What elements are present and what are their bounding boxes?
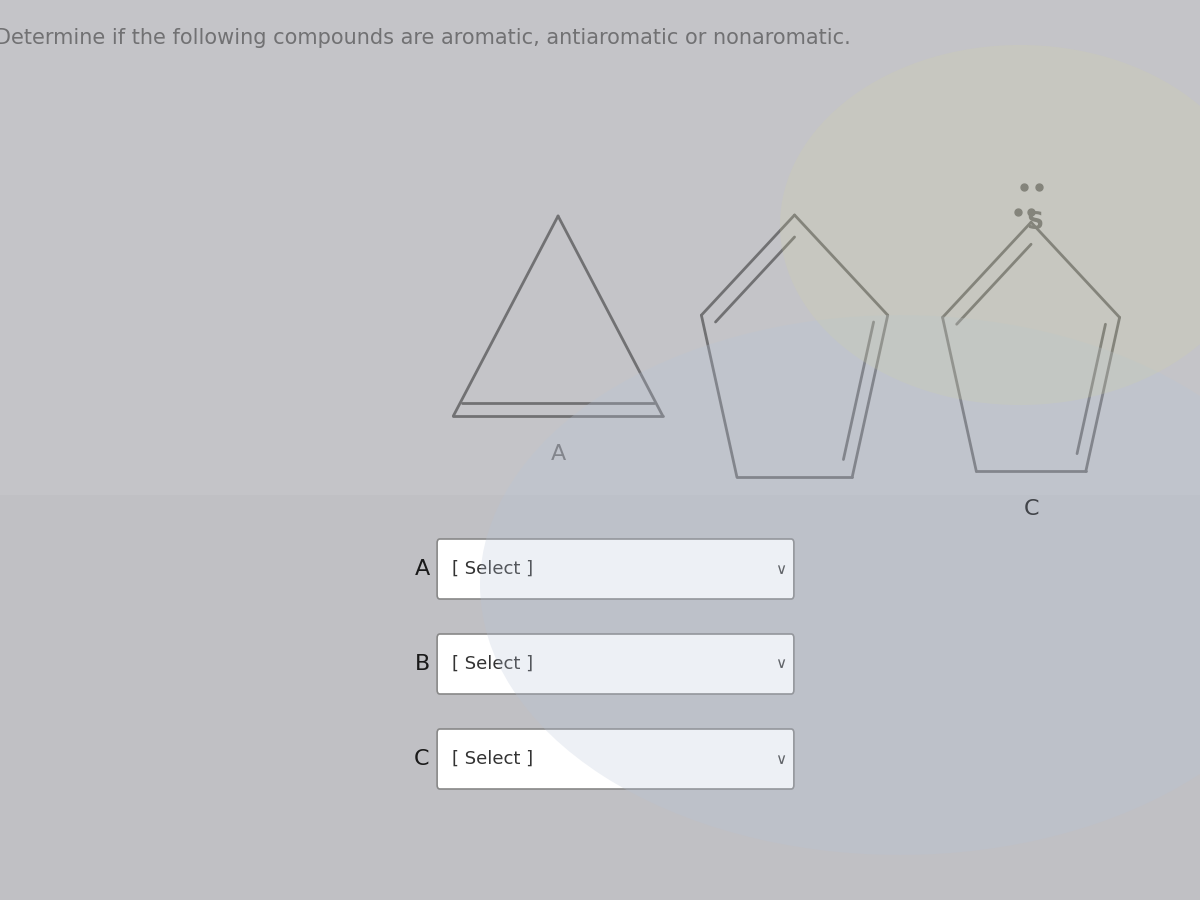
- Text: ∨: ∨: [775, 562, 787, 577]
- Text: B: B: [414, 654, 430, 674]
- Text: ∨: ∨: [775, 752, 787, 767]
- Text: ∨: ∨: [775, 656, 787, 671]
- Text: C: C: [1024, 500, 1039, 519]
- FancyBboxPatch shape: [437, 539, 794, 599]
- FancyBboxPatch shape: [437, 634, 794, 694]
- Text: [ Select ]: [ Select ]: [452, 560, 533, 578]
- Text: [ Select ]: [ Select ]: [452, 750, 533, 768]
- Text: S: S: [1026, 211, 1043, 234]
- Text: A: A: [414, 559, 430, 579]
- Text: C: C: [414, 749, 430, 769]
- Text: Determine if the following compounds are aromatic, antiaromatic or nonaromatic.: Determine if the following compounds are…: [0, 28, 851, 48]
- Text: [ Select ]: [ Select ]: [452, 655, 533, 673]
- Text: A: A: [551, 444, 565, 464]
- FancyBboxPatch shape: [437, 729, 794, 789]
